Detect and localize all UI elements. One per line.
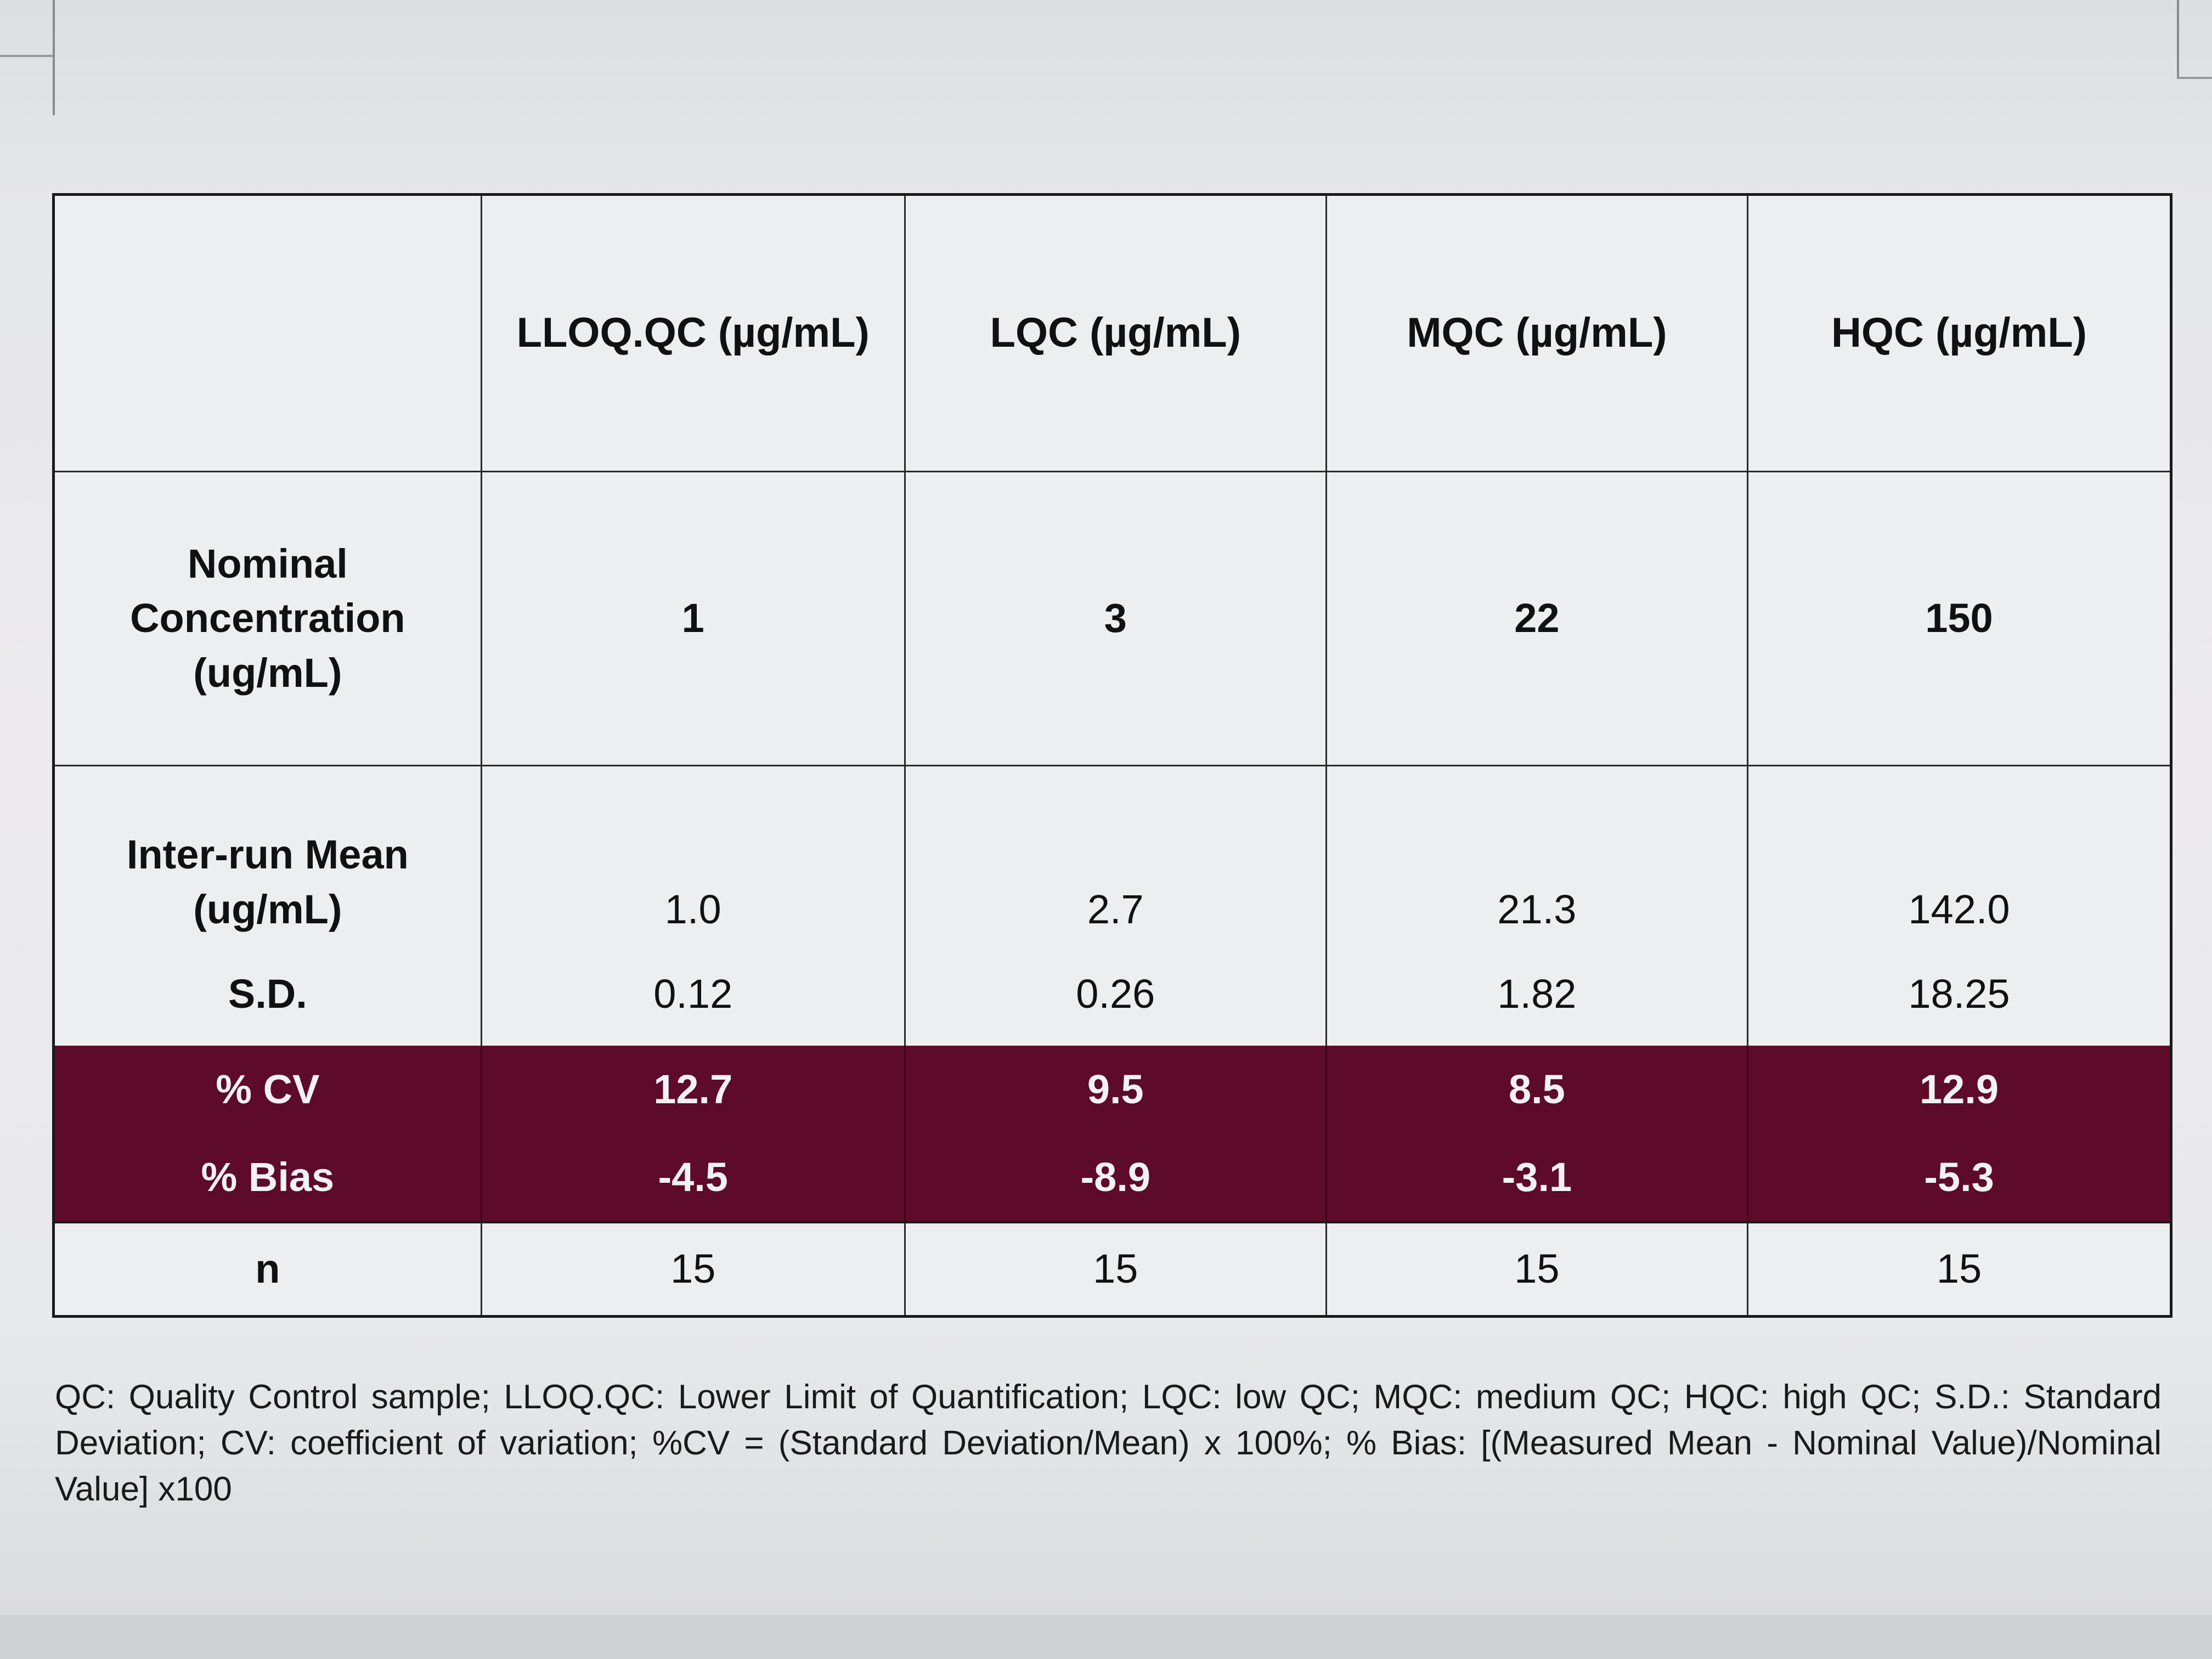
table-cell: 1.82 <box>1325 942 1748 1046</box>
table-cell: 15 <box>480 1222 906 1317</box>
table-row: n 15 15 15 15 <box>53 1222 2172 1317</box>
table-row: Nominal Concentration (ug/mL) 1 3 22 150 <box>53 471 2172 767</box>
table-cell: 3 <box>904 471 1327 767</box>
qc-results-table: LLOQ.QC (µg/mL) LQC (µg/mL) MQC (µg/mL) … <box>52 193 2172 1318</box>
table-cell: -5.3 <box>1746 1133 2172 1223</box>
table-cell: -4.5 <box>480 1133 906 1223</box>
table-cell: 0.12 <box>480 942 906 1046</box>
table-row-highlighted: % CV 12.7 9.5 8.5 12.9 <box>53 1045 2172 1134</box>
table-cell: 18.25 <box>1746 942 2172 1046</box>
row-label-mean: Inter-run Mean (ug/mL) <box>53 765 482 943</box>
header-cell-lqc: LQC (µg/mL) <box>904 194 1327 472</box>
row-label-sd: S.D. <box>53 942 482 1046</box>
row-label-n: n <box>53 1222 482 1317</box>
page-corner-mark <box>0 0 55 115</box>
row-label-nominal: Nominal Concentration (ug/mL) <box>53 471 482 767</box>
table-cell: 22 <box>1325 471 1748 767</box>
table-cell: 12.7 <box>480 1045 906 1134</box>
table-cell: 0.26 <box>904 942 1327 1046</box>
row-label-text: Inter-run Mean (ug/mL) <box>126 832 409 932</box>
table-cell: 15 <box>1325 1222 1748 1317</box>
row-label-bias: % Bias <box>53 1133 482 1223</box>
table-row: S.D. 0.12 0.26 1.82 18.25 <box>53 942 2172 1046</box>
header-cell-hqc: HQC (µg/mL) <box>1746 194 2172 472</box>
table-cell: 8.5 <box>1325 1045 1748 1134</box>
table-row: Inter-run Mean (ug/mL) 1.0 2.7 21.3 142.… <box>53 765 2172 943</box>
header-cell-mqc: MQC (µg/mL) <box>1325 194 1748 472</box>
page-corner-mark <box>2177 0 2212 79</box>
table-cell: 21.3 <box>1325 765 1748 943</box>
row-label-text: Nominal Concentration (ug/mL) <box>130 540 405 696</box>
table-cell: -3.1 <box>1325 1133 1748 1223</box>
table-footnote: QC: Quality Control sample; LLOQ.QC: Low… <box>55 1378 2162 1508</box>
table-cell: 150 <box>1746 471 2172 767</box>
table-cell: 142.0 <box>1746 765 2172 943</box>
table-cell: 1 <box>480 471 906 767</box>
header-cell-empty <box>53 194 482 472</box>
table-cell: 15 <box>1746 1222 2172 1317</box>
row-label-cv: % CV <box>53 1045 482 1134</box>
table-row-highlighted: % Bias -4.5 -8.9 -3.1 -5.3 <box>53 1133 2172 1223</box>
header-cell-lloq: LLOQ.QC (µg/mL) <box>480 194 906 472</box>
table-cell: 2.7 <box>904 765 1327 943</box>
table-cell: 1.0 <box>480 765 906 943</box>
table-cell: 9.5 <box>904 1045 1327 1134</box>
table-cell: 12.9 <box>1746 1045 2172 1134</box>
table-cell: 15 <box>904 1222 1327 1317</box>
table-header-row: LLOQ.QC (µg/mL) LQC (µg/mL) MQC (µg/mL) … <box>53 194 2172 472</box>
table-cell: -8.9 <box>904 1133 1327 1223</box>
page-bottom-edge <box>0 1615 2212 1659</box>
